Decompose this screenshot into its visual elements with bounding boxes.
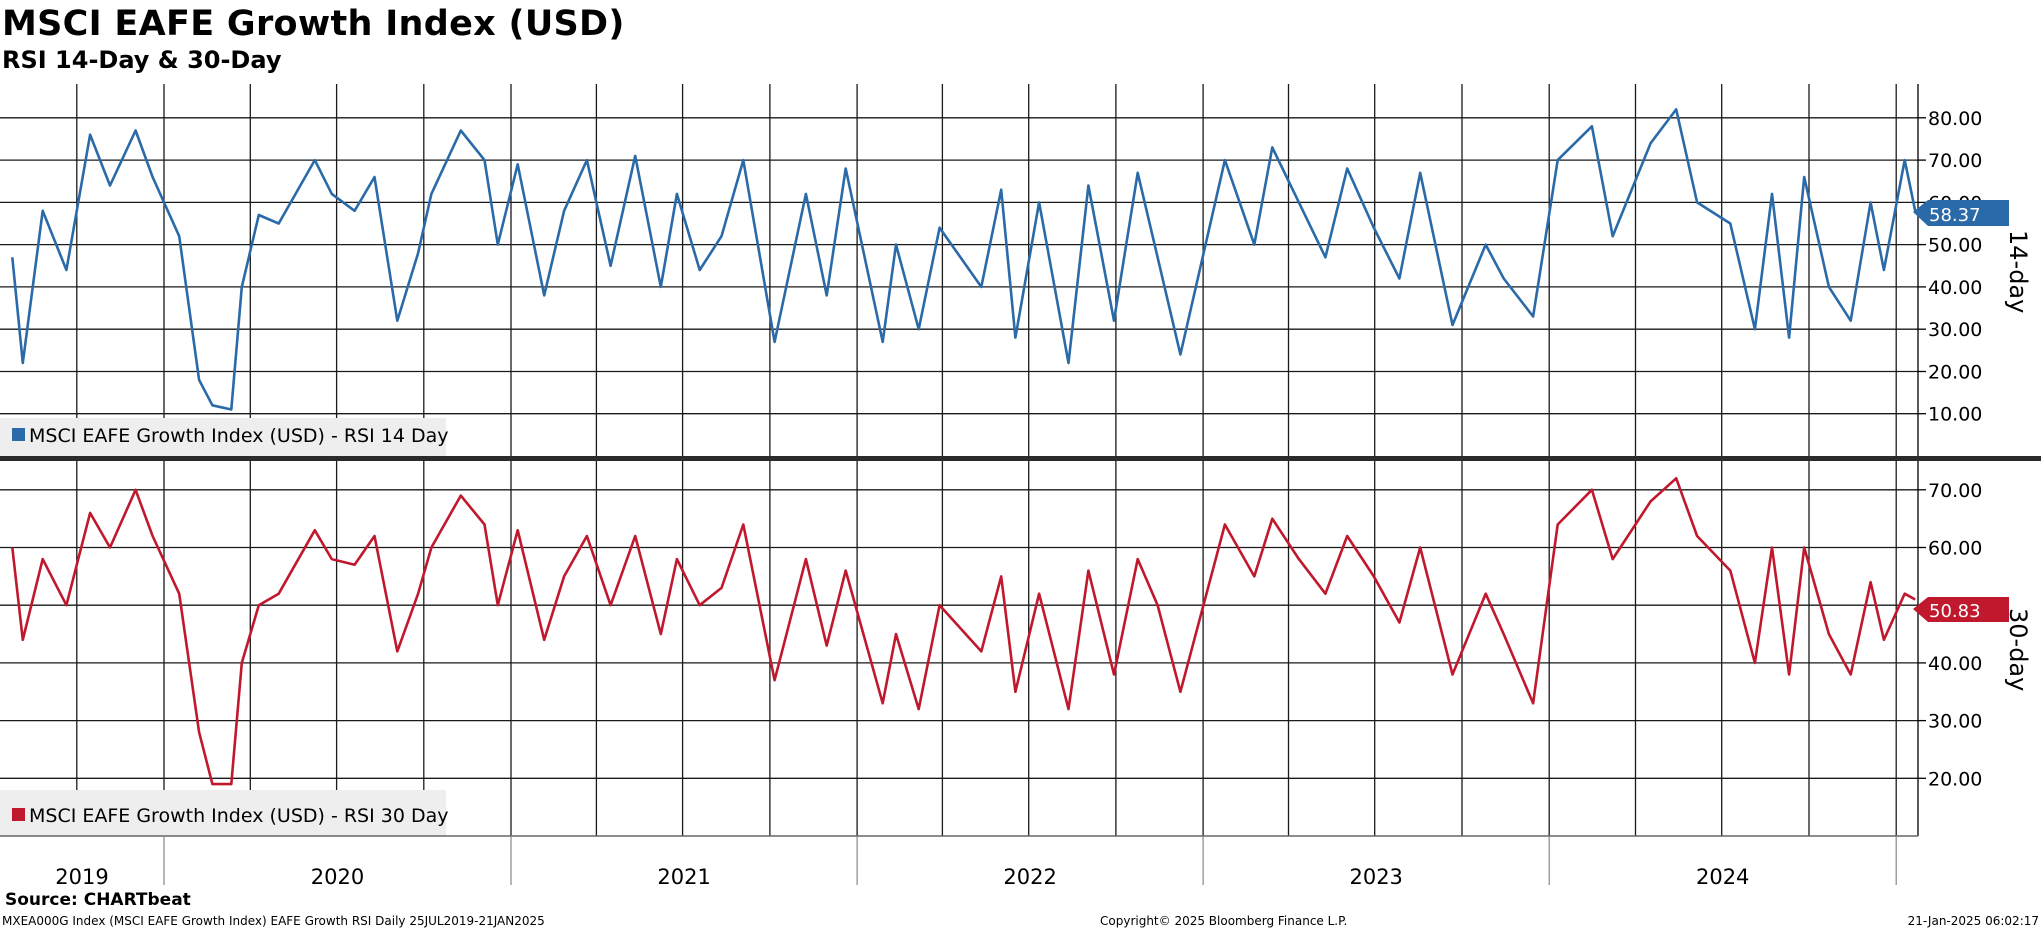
- rsi-30-ytick-label: 40.00: [1928, 653, 1982, 675]
- source-note: Source: CHARTbeat: [5, 890, 191, 910]
- rsi-14-ytick-label: 40.00: [1928, 277, 1982, 299]
- x-year-label: 2021: [657, 865, 710, 885]
- rsi-14-ytick-label: 20.00: [1928, 362, 1982, 384]
- x-year-label: 2024: [1696, 865, 1749, 885]
- footer-timestamp: 21-Jan-2025 06:02:17: [1907, 914, 2039, 928]
- rsi-30-ytick-label: 20.00: [1928, 768, 1982, 790]
- rsi-14-ytick-label: 30.00: [1928, 319, 1982, 341]
- rsi-30-last-value-tag: 50.83: [1913, 597, 2009, 622]
- rsi-30-legend: MSCI EAFE Growth Index (USD) - RSI 30 Da…: [0, 790, 449, 836]
- x-year-label: 2023: [1349, 865, 1402, 885]
- rsi-30-legend-swatch: [12, 808, 25, 821]
- x-year-label: 2020: [311, 865, 364, 885]
- rsi-14-axis-label: 14-day: [2004, 230, 2032, 313]
- rsi-30-last-value: 50.83: [1929, 601, 1981, 622]
- footer-ticker-info: MXEA000G Index (MSCI EAFE Growth Index) …: [2, 914, 545, 928]
- page-subtitle: RSI 14-Day & 30-Day: [2, 46, 282, 74]
- rsi-14-ytick-label: 10.00: [1928, 404, 1982, 426]
- rsi-30-ytick-label: 70.00: [1928, 480, 1982, 502]
- x-year-label: 2022: [1003, 865, 1056, 885]
- rsi-14-ytick-label: 50.00: [1928, 235, 1982, 257]
- rsi-14-legend: MSCI EAFE Growth Index (USD) - RSI 14 Da…: [0, 418, 449, 456]
- rsi-14-last-value-tag: 58.37: [1913, 200, 2009, 226]
- rsi-30-legend-label: MSCI EAFE Growth Index (USD) - RSI 30 Da…: [29, 805, 449, 827]
- rsi-14-line: [11, 108, 1917, 411]
- rsi-chart: 10.00 20.00 30.00 40.00 50.00 60.00 70.00 80.00…: [0, 84, 2041, 885]
- rsi-14-legend-swatch: [12, 428, 25, 441]
- rsi-30-ytick-label: 60.00: [1928, 538, 1982, 560]
- x-year-label: 2019: [55, 865, 108, 885]
- rsi-14-last-value: 58.37: [1929, 205, 1981, 226]
- x-axis: 2019 2020 2021 2022 2023 2024: [55, 836, 1897, 885]
- rsi-14-panel: 10.0020.0030.0040.0050.0060.0070.0080.00…: [0, 84, 2032, 456]
- rsi-30-ytick-label: 30.00: [1928, 711, 1982, 733]
- rsi-14-ytick-label: 70.00: [1928, 150, 1982, 172]
- rsi-14-legend-label: MSCI EAFE Growth Index (USD) - RSI 14 Da…: [29, 425, 449, 447]
- rsi-30-axis-label: 30-day: [2004, 608, 2032, 691]
- footer-copyright: Copyright© 2025 Bloomberg Finance L.P.: [1100, 914, 1348, 928]
- panel-divider: [0, 456, 2041, 461]
- rsi-14-ytick-label: 80.00: [1928, 108, 1982, 130]
- rsi-30-line: [11, 477, 1916, 786]
- page-title: MSCI EAFE Growth Index (USD): [2, 4, 625, 44]
